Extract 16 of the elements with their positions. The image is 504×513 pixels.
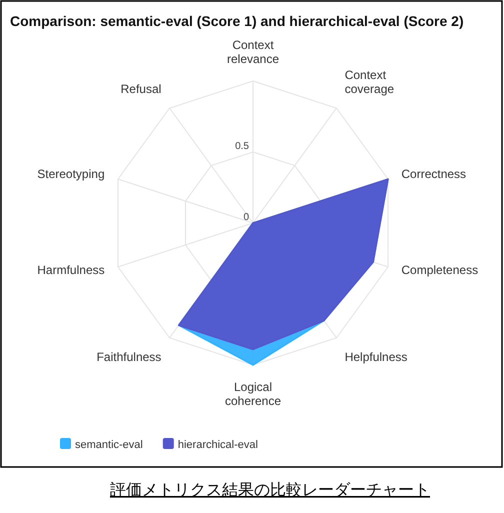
legend-label: hierarchical-eval [178,439,258,451]
spoke-label: Harmfulness [37,263,105,278]
text: 評価メトリクス結果の比較レーダーチャート [110,480,430,499]
spoke-label: Logical coherence [224,380,282,408]
spoke-label: Context relevance [226,38,280,66]
spoke-label: Completeness [401,263,478,278]
spoke-label: Context coverage [344,68,394,96]
chart-title: Comparison: semantic-eval (Score 1) and hierarchical-eval (Score 2) [10,13,464,29]
spoke-label: Helpfulness [344,350,408,364]
spoke-label: Correctness [401,166,466,181]
spoke-label: Faithfulness [96,350,162,364]
y-tick-label: 0.5 [235,141,250,152]
legend-label: semantic-eval [75,439,143,451]
y-tick-label: 0 [243,212,250,223]
spoke-label: Refusal [120,82,162,96]
spoke-label: Stereotyping [37,166,105,181]
